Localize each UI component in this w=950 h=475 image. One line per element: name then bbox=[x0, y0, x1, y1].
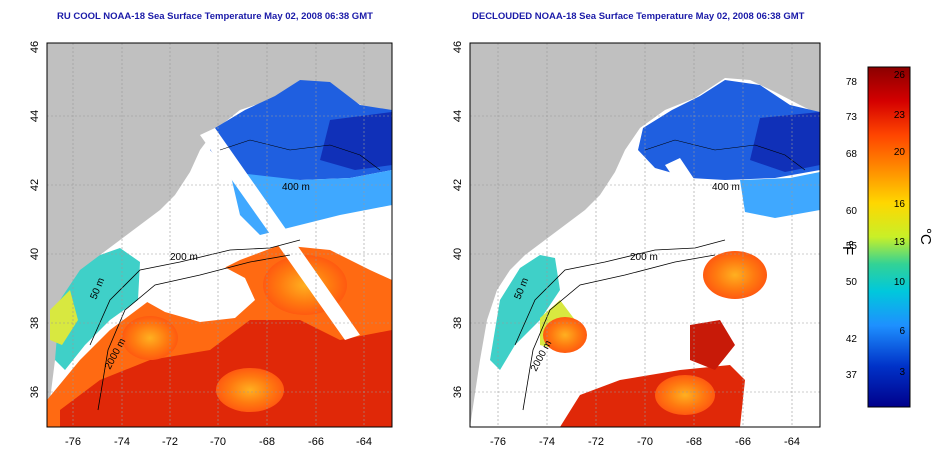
right-lon-tick: -68 bbox=[686, 436, 702, 448]
left-cloud-gap bbox=[140, 258, 255, 322]
colorbar-f-tick: 55 bbox=[846, 241, 858, 252]
left-map-title: RU COOL NOAA-18 Sea Surface Temperature … bbox=[57, 11, 373, 22]
colorbar-c-tick: 10 bbox=[894, 277, 906, 288]
right-lon-tick: -66 bbox=[735, 436, 751, 448]
left-land-novascotia bbox=[330, 43, 392, 110]
right-lat-tick: 40 bbox=[452, 248, 464, 260]
right-warm-eddy-1 bbox=[703, 251, 767, 299]
colorbar-f-tick: 60 bbox=[846, 206, 858, 217]
left-warm-eddy-1 bbox=[122, 316, 178, 360]
right-warm-eddy-3 bbox=[655, 375, 715, 415]
right-lat-tick: 44 bbox=[452, 110, 464, 122]
colorbar-f-tick: 68 bbox=[846, 149, 858, 160]
right-lat-tick: 38 bbox=[452, 317, 464, 329]
left-map-panel bbox=[47, 43, 392, 427]
left-hot-water bbox=[60, 320, 392, 427]
right-label-200m: 200 m bbox=[630, 252, 658, 263]
colorbar-unit-fahrenheit: °F bbox=[839, 240, 856, 255]
left-lat-tick: 42 bbox=[29, 179, 41, 191]
right-map-title: DECLOUDED NOAA-18 Sea Surface Temperatur… bbox=[472, 11, 805, 22]
right-warm-eddy-2 bbox=[543, 317, 587, 353]
left-isobath-gulf bbox=[219, 139, 381, 171]
colorbar-f-tick: 78 bbox=[846, 77, 858, 88]
left-lon-tick: -70 bbox=[210, 436, 226, 448]
colorbar-fahrenheit-ticks: 78 73 68 60 55 50 42 37 bbox=[846, 77, 858, 381]
right-grid bbox=[470, 43, 820, 427]
colorbar-c-tick: 6 bbox=[899, 326, 905, 337]
right-label-400m: 400 m bbox=[712, 182, 740, 193]
right-lon-tick: -74 bbox=[539, 436, 555, 448]
left-lat-axis: 36 38 40 42 44 46 bbox=[29, 41, 41, 398]
left-lon-tick: -74 bbox=[114, 436, 130, 448]
right-hot-patch bbox=[690, 320, 735, 370]
left-warm-eddy-3 bbox=[216, 368, 284, 412]
right-lon-axis: -76 -74 -72 -70 -68 -66 -64 bbox=[490, 436, 800, 448]
left-label-400m: 400 m bbox=[282, 182, 310, 193]
right-isobath-200m bbox=[514, 239, 726, 346]
left-cold-water-dark bbox=[320, 112, 392, 170]
left-lat-tick: 44 bbox=[29, 110, 41, 122]
left-lon-axis: -76 -74 -72 -70 -68 -66 -64 bbox=[65, 436, 372, 448]
left-shelf-water bbox=[55, 248, 140, 370]
right-lon-tick: -72 bbox=[588, 436, 604, 448]
colorbar-c-tick: 23 bbox=[894, 110, 906, 121]
right-lat-axis: 36 38 40 42 44 46 bbox=[452, 41, 464, 398]
right-lon-tick: -76 bbox=[490, 436, 506, 448]
left-lon-tick: -72 bbox=[162, 436, 178, 448]
left-grid bbox=[47, 43, 392, 427]
left-label-200m: 200 m bbox=[170, 252, 198, 263]
colorbar-c-tick: 13 bbox=[894, 237, 906, 248]
left-lon-tick: -64 bbox=[356, 436, 372, 448]
right-swath-gap bbox=[665, 158, 735, 246]
colorbar-c-tick: 16 bbox=[894, 199, 906, 210]
colorbar-f-tick: 37 bbox=[846, 370, 858, 381]
colorbar-unit-celsius: °C bbox=[917, 228, 934, 245]
right-isobath-2000m bbox=[522, 254, 716, 411]
colorbar-celsius-ticks: 26 23 20 16 13 10 6 3 bbox=[894, 70, 906, 378]
left-isobath-200m bbox=[89, 239, 301, 346]
right-map-panel bbox=[470, 43, 820, 427]
right-lat-tick: 42 bbox=[452, 179, 464, 191]
left-lat-tick: 38 bbox=[29, 317, 41, 329]
right-cold-water-dark bbox=[750, 112, 820, 172]
left-lon-tick: -68 bbox=[259, 436, 275, 448]
left-lat-tick: 40 bbox=[29, 248, 41, 260]
right-lon-tick: -70 bbox=[637, 436, 653, 448]
right-map-frame bbox=[469, 42, 821, 428]
colorbar-c-tick: 26 bbox=[894, 70, 906, 81]
left-isobath-2000m bbox=[97, 254, 291, 411]
left-lon-tick: -66 bbox=[308, 436, 324, 448]
right-isobath-gulf bbox=[644, 139, 806, 171]
left-swath-gap bbox=[200, 128, 360, 340]
colorbar-f-tick: 50 bbox=[846, 277, 858, 288]
left-land bbox=[47, 43, 392, 427]
left-shelf-yellow bbox=[50, 290, 78, 345]
left-lat-tick: 46 bbox=[29, 41, 41, 53]
right-lat-tick: 46 bbox=[452, 41, 464, 53]
colorbar bbox=[867, 66, 911, 408]
colorbar-f-tick: 42 bbox=[846, 334, 858, 345]
colorbar-c-tick: 20 bbox=[894, 147, 906, 158]
right-cool-shelf bbox=[740, 172, 820, 218]
right-lon-tick: -64 bbox=[784, 436, 800, 448]
right-lat-tick: 36 bbox=[452, 386, 464, 398]
left-map-frame bbox=[46, 42, 393, 428]
left-lon-tick: -76 bbox=[65, 436, 81, 448]
right-land bbox=[470, 43, 820, 427]
colorbar-c-tick: 3 bbox=[899, 367, 905, 378]
right-shelf-water bbox=[490, 255, 560, 370]
left-lat-tick: 36 bbox=[29, 386, 41, 398]
colorbar-f-tick: 73 bbox=[846, 112, 858, 123]
